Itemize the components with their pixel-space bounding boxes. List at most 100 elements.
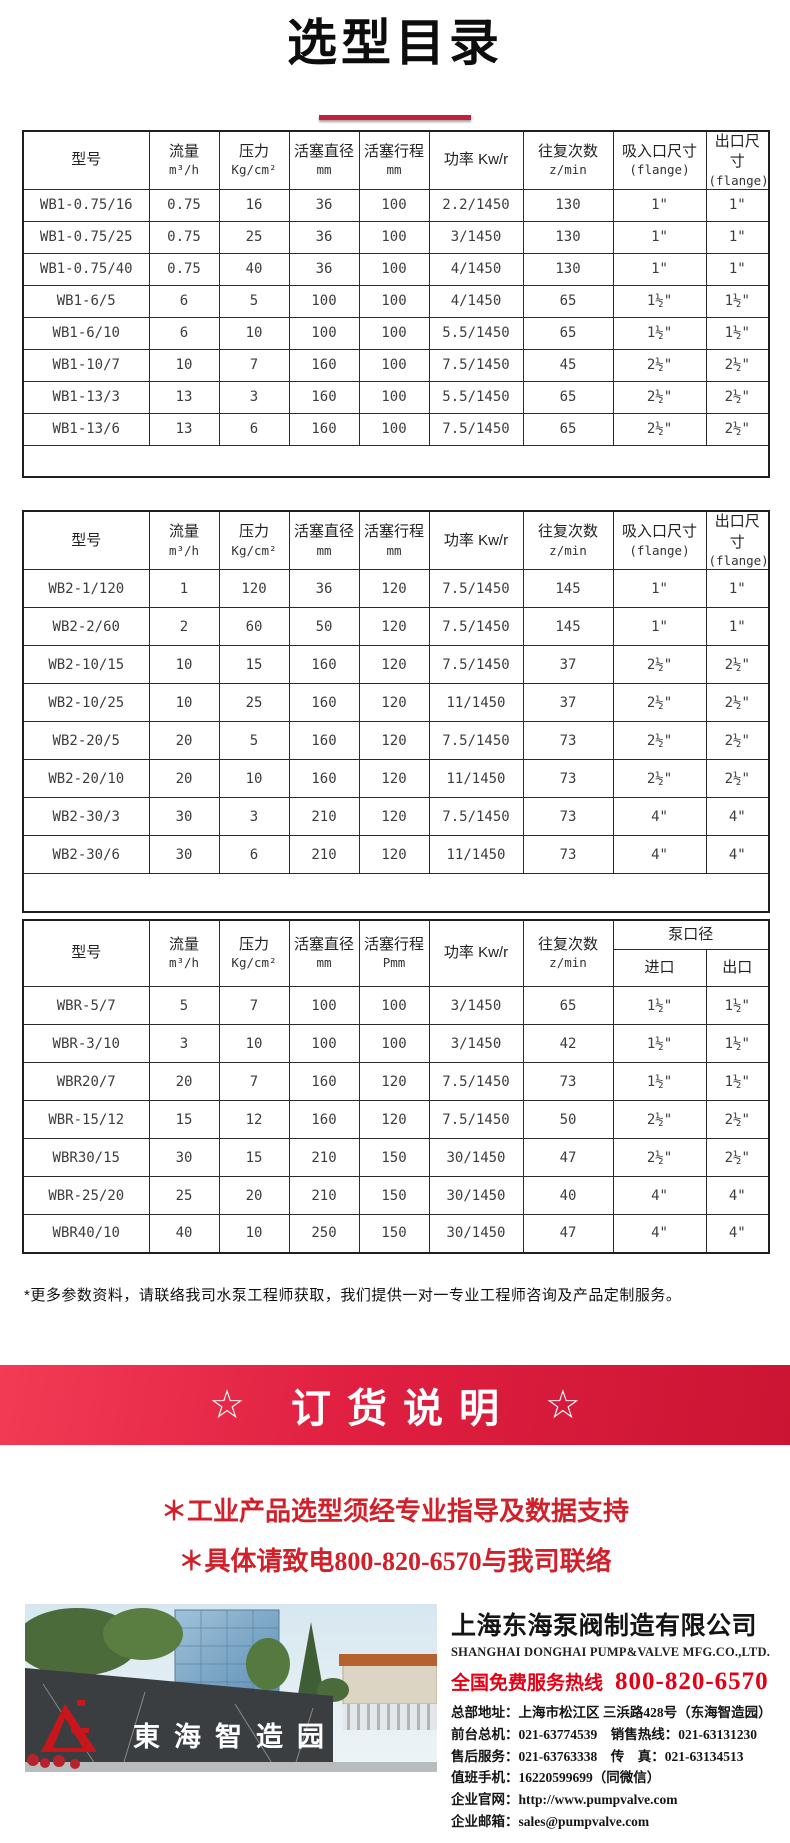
table-cell: 160 — [288, 683, 360, 722]
order-line: ＊具体请致电800-820-6570与我司联络 — [178, 1547, 612, 1577]
table-cell: 73 — [522, 1062, 614, 1101]
table-cell: 73 — [522, 797, 614, 836]
company-section: 東海智造园 上海东海泵阀制造有限公司 SHANGHAI DONGHAI PUMP… — [25, 1603, 772, 1833]
contact-line-website: 企业官网：http://www.pumpvalve.com — [451, 1792, 678, 1808]
table-cell: 1½" — [705, 316, 770, 350]
table-cell: 120 — [218, 569, 290, 608]
order-line: ＊工业产品选型须经专业指导及数据支持 — [160, 1496, 629, 1526]
company-name-cn: 上海东海泵阀制造有限公司 — [451, 1611, 758, 1640]
table-cell: 1" — [705, 220, 770, 254]
column-header: 压力 Kg/cm² — [218, 130, 290, 190]
empty-cell — [22, 444, 770, 478]
column-header: 往复次数 z/min — [522, 130, 614, 190]
table-cell: 4/1450 — [428, 252, 524, 286]
table-cell: 1" — [612, 220, 707, 254]
table-cell: 5 — [148, 986, 220, 1025]
table-cell: 2½" — [705, 1100, 770, 1139]
column-header: 型号 — [22, 919, 150, 987]
table-cell: 45 — [522, 348, 614, 382]
hotline-label: 全国免费服务热线 — [451, 1672, 604, 1694]
table-cell: WB2-20/5 — [22, 721, 150, 760]
table-cell: 1½" — [612, 1062, 707, 1101]
table-row: WBR40/10 40 10 250 150 30/1450 47 4" 4" — [22, 1214, 770, 1253]
table-cell: 100 — [358, 188, 430, 222]
company-info: 上海东海泵阀制造有限公司 SHANGHAI DONGHAI PUMP&VALVE… — [451, 1604, 772, 1833]
table-cell: 2½" — [612, 721, 707, 760]
sign-text: 東海智造园 — [133, 1722, 338, 1752]
table-cell: 7 — [218, 986, 290, 1025]
table-cell: 37 — [522, 645, 614, 684]
table-cell: 4" — [705, 1214, 770, 1253]
table-cell: 4" — [612, 1176, 707, 1215]
table-row: WB1-6/5 6 5 100 100 4/1450 65 1½" 1½" — [22, 284, 770, 318]
table-cell: 15 — [148, 1100, 220, 1139]
table-cell: 2½" — [612, 645, 707, 684]
table-cell: 210 — [288, 797, 360, 836]
star-icon: ☆ — [545, 1382, 581, 1427]
column-header: 出口 — [705, 949, 770, 987]
table-cell: 4" — [705, 835, 770, 874]
contact-line-service-fax: 售后服务：021-63763338 传 真：021-63134513 — [451, 1748, 744, 1764]
table-cell: 120 — [358, 835, 430, 874]
table-cell: 2½" — [705, 380, 770, 414]
column-header: 吸入口尺寸 (flange) — [612, 130, 707, 190]
table-cell: 2½" — [612, 348, 707, 382]
table-cell: 120 — [358, 607, 430, 646]
table-cell: WBR-15/12 — [22, 1100, 150, 1139]
table-cell: 47 — [522, 1214, 614, 1253]
table-cell: 7.5/1450 — [428, 607, 524, 646]
table-cell: 10 — [218, 316, 290, 350]
table-cell: 100 — [358, 380, 430, 414]
table-cell: 0.75 — [148, 252, 220, 286]
table-cell: WB2-30/6 — [22, 835, 150, 874]
table-cell: WB1-10/7 — [22, 348, 150, 382]
column-header: 压力 Kg/cm² — [218, 510, 290, 571]
empty-row — [22, 444, 770, 478]
company-contact-lines: 总部地址：上海市松江区 三浜路428号（东海智造园） 前台总机：021-6377… — [451, 1702, 772, 1833]
table-cell: WB1-6/5 — [22, 284, 150, 318]
table-cell: 7.5/1450 — [428, 1062, 524, 1101]
table-cell: 145 — [522, 569, 614, 608]
order-instructions: ＊工业产品选型须经专业指导及数据支持 ＊具体请致电800-820-6570与我司… — [0, 1487, 790, 1588]
table-row: WB2-1/120 1 120 36 120 7.5/1450 145 1" 1" — [22, 569, 770, 608]
table-cell: 1" — [612, 569, 707, 608]
table-cell: 10 — [218, 1024, 290, 1063]
far-building — [342, 1661, 437, 1705]
table-cell: 130 — [522, 188, 614, 222]
table-cell: 25 — [218, 220, 290, 254]
table-cell: 210 — [288, 1138, 360, 1177]
table-cell: 65 — [522, 284, 614, 318]
table-cell: 250 — [288, 1214, 360, 1253]
column-header: 活塞直径 mm — [288, 919, 360, 987]
spec-table-wbr: 型号 流量 m³/h 压力 Kg/cm² 活塞直径 mm 活塞行程 Pmm 功率 Kw/r 往复次数… — [22, 918, 771, 1254]
table-cell: 145 — [522, 607, 614, 646]
spec-tables: 型号 流量 m³/h 压力 Kg/cm² 活塞直径 mm 活塞行程 mm 功率 Kw/r 往复次数 z… — [22, 130, 771, 1254]
table-cell: 5 — [218, 284, 290, 318]
table-row: WB1-10/7 10 7 160 100 7.5/1450 45 2½" 2½" — [22, 348, 770, 382]
table-row: WB1-6/10 6 10 100 100 5.5/1450 65 1½" 1½" — [22, 316, 770, 350]
table-cell: 3 — [218, 797, 290, 836]
table-cell: 7.5/1450 — [428, 412, 524, 446]
title-underline — [319, 115, 471, 120]
spec-table-wb1: 型号 流量 m³/h 压力 Kg/cm² 活塞直径 mm 活塞行程 mm 功率 Kw/r 往复次数 z… — [22, 130, 770, 479]
page-header: 选型目录 — [0, 0, 790, 120]
column-header: 吸入口尺寸 (flange) — [612, 510, 707, 571]
table-row: WBR-15/12 15 12 160 120 7.5/1450 50 2½" 2½" — [22, 1100, 770, 1139]
table-cell: 3 — [148, 1024, 220, 1063]
table-cell: 100 — [358, 220, 430, 254]
table-cell: 160 — [288, 645, 360, 684]
column-header: 活塞直径 mm — [288, 130, 360, 190]
table-cell: 160 — [288, 412, 360, 446]
table-cell: 160 — [288, 1062, 360, 1101]
table-cell: 7.5/1450 — [428, 797, 524, 836]
table-cell: 40 — [148, 1214, 220, 1253]
table-cell: 2½" — [705, 683, 770, 722]
table-cell: 15 — [218, 645, 290, 684]
page-title: 选型目录 — [287, 15, 503, 71]
table-cell: 30/1450 — [428, 1138, 524, 1177]
table-cell: 30 — [148, 797, 220, 836]
table-cell: WB2-10/15 — [22, 645, 150, 684]
table-cell: 7 — [218, 348, 290, 382]
table-cell: 36 — [288, 220, 360, 254]
table-cell: 1½" — [612, 284, 707, 318]
